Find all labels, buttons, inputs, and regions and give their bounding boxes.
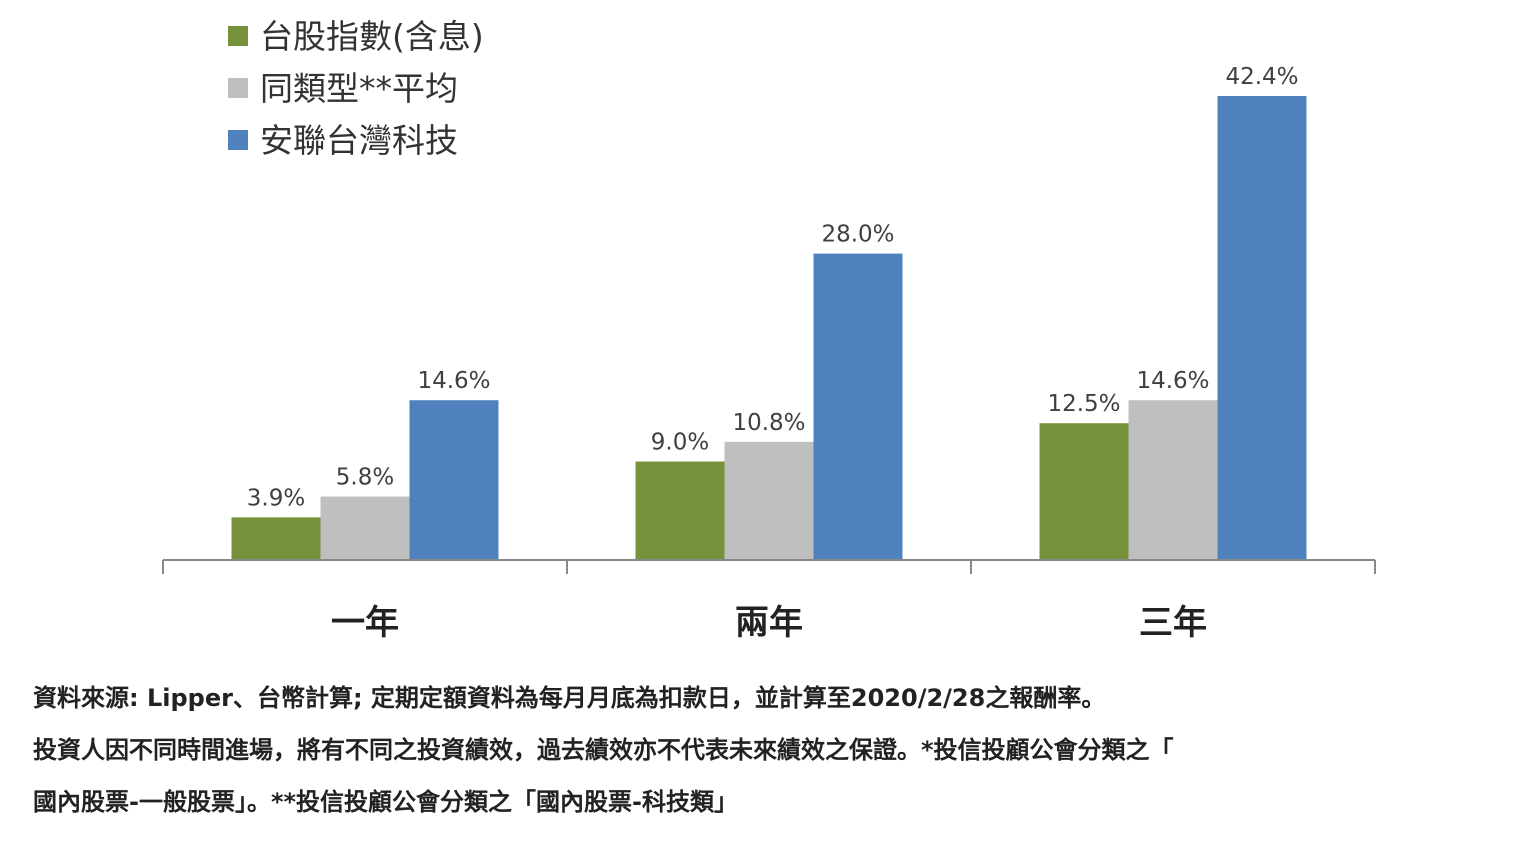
data-label-s2-c2: 42.4% — [1225, 64, 1298, 90]
footnote: 資料來源: Lipper、台幣計算; 定期定額資料為每月月底為扣款日，並計算至2… — [33, 672, 1503, 828]
legend-label-peer-average: 同類型**平均 — [260, 68, 458, 108]
legend-item-index: 台股指數(含息) — [228, 10, 484, 62]
data-label-s1-c0: 5.8% — [336, 465, 394, 491]
category-label-1: 兩年 — [735, 603, 803, 643]
legend-swatch-fund — [228, 130, 248, 150]
bar-s2-c2 — [1217, 96, 1307, 560]
legend-item-fund: 安聯台灣科技 — [228, 114, 484, 166]
category-labels-group: 一年 兩年 三年 — [331, 603, 1207, 643]
data-label-s1-c2: 14.6% — [1136, 368, 1209, 394]
bar-chart: 3.9% 5.8% 14.6% 9.0% 10.8% 28.0% 12.5% 14.6% 42.… — [162, 64, 1376, 643]
data-label-s2-c0: 14.6% — [417, 368, 490, 394]
legend-label-index: 台股指數(含息) — [260, 16, 484, 56]
bar-s2-c1 — [813, 253, 903, 560]
value-labels-group: 3.9% 5.8% 14.6% 9.0% 10.8% 28.0% 12.5% 14.6% 42.… — [247, 64, 1299, 511]
footnote-source-line: 資料來源: Lipper、台幣計算; 定期定額資料為每月月底為扣款日，並計算至2… — [33, 684, 1106, 712]
bar-s0-c0 — [231, 517, 321, 560]
legend: 台股指數(含息) 同類型**平均 安聯台灣科技 — [228, 10, 484, 166]
bars-group — [231, 96, 1307, 560]
legend-swatch-index — [228, 26, 248, 46]
bar-s1-c1 — [724, 441, 814, 560]
legend-item-peer-average: 同類型**平均 — [228, 62, 484, 114]
data-label-s0-c0: 3.9% — [247, 485, 305, 511]
bar-s1-c2 — [1128, 400, 1218, 560]
category-label-0: 一年 — [331, 603, 399, 643]
legend-swatch-peer-average — [228, 78, 248, 98]
bar-s1-c0 — [320, 496, 410, 560]
bar-s0-c2 — [1039, 423, 1129, 560]
footnote-disclaimer-line: 投資人因不同時間進場，將有不同之投資績效，過去績效亦不代表未來績效之保證。*投信… — [33, 736, 1174, 764]
x-axis — [162, 559, 1376, 574]
data-label-s1-c1: 10.8% — [732, 410, 805, 436]
data-label-s0-c2: 12.5% — [1047, 391, 1120, 417]
legend-label-fund: 安聯台灣科技 — [260, 120, 458, 160]
bar-s0-c1 — [635, 461, 725, 560]
category-label-2: 三年 — [1139, 603, 1207, 643]
bar-s2-c0 — [409, 400, 499, 560]
footnote-classification-line: 國內股票-一般股票」。**投信投顧公會分類之「國內股票-科技類」 — [33, 788, 739, 816]
data-label-s2-c1: 28.0% — [821, 222, 894, 248]
data-label-s0-c1: 9.0% — [651, 430, 709, 456]
